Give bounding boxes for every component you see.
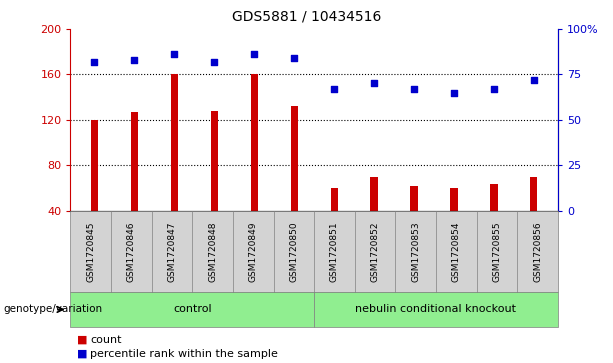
Text: control: control: [173, 305, 211, 314]
Text: GSM1720856: GSM1720856: [533, 221, 542, 282]
Point: [89, 59, 99, 65]
Bar: [330, 188, 338, 211]
Text: GSM1720855: GSM1720855: [492, 221, 501, 282]
Bar: [91, 120, 98, 211]
Text: nebulin conditional knockout: nebulin conditional knockout: [356, 305, 517, 314]
Bar: [131, 112, 138, 211]
Text: GSM1720850: GSM1720850: [289, 221, 299, 282]
Bar: [171, 74, 178, 211]
Text: GSM1720853: GSM1720853: [411, 221, 420, 282]
Text: GSM1720851: GSM1720851: [330, 221, 339, 282]
Bar: [451, 188, 457, 211]
Point: [409, 86, 419, 92]
Text: ■: ■: [77, 335, 87, 345]
Point: [289, 55, 299, 61]
Bar: [251, 74, 258, 211]
Text: percentile rank within the sample: percentile rank within the sample: [90, 349, 278, 359]
Bar: [291, 106, 298, 211]
Bar: [370, 176, 378, 211]
Bar: [530, 176, 538, 211]
Text: GSM1720848: GSM1720848: [208, 221, 217, 282]
Text: GSM1720852: GSM1720852: [371, 221, 379, 282]
Point: [529, 77, 539, 83]
Point: [369, 81, 379, 86]
Text: genotype/variation: genotype/variation: [3, 305, 102, 314]
Text: ■: ■: [77, 349, 87, 359]
Point: [210, 59, 219, 65]
Point: [329, 86, 339, 92]
Point: [249, 52, 259, 57]
Point: [129, 57, 139, 63]
Text: GSM1720854: GSM1720854: [452, 221, 461, 282]
Bar: [411, 185, 417, 211]
Point: [169, 52, 179, 57]
Text: count: count: [90, 335, 121, 345]
Point: [489, 86, 499, 92]
Bar: [490, 184, 498, 211]
Text: GSM1720849: GSM1720849: [249, 221, 257, 282]
Text: GDS5881 / 10434516: GDS5881 / 10434516: [232, 9, 381, 23]
Text: GSM1720845: GSM1720845: [86, 221, 95, 282]
Text: GSM1720847: GSM1720847: [167, 221, 177, 282]
Text: GSM1720846: GSM1720846: [127, 221, 136, 282]
Point: [449, 90, 459, 95]
Bar: [211, 111, 218, 211]
